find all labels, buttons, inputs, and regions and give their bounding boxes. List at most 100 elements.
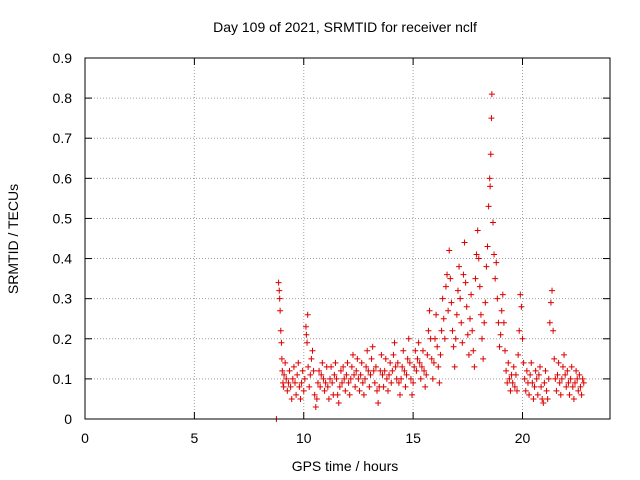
data-point [418, 363, 425, 370]
data-point [293, 391, 300, 398]
data-point [340, 363, 347, 370]
data-point [439, 295, 446, 302]
data-point [344, 359, 351, 366]
data-point [540, 399, 547, 406]
x-tick-label: 10 [296, 430, 312, 446]
data-point [410, 379, 417, 386]
data-point [423, 371, 430, 378]
data-point [308, 355, 315, 362]
data-point [336, 383, 343, 390]
data-point [500, 319, 507, 326]
data-point [381, 367, 388, 374]
data-point [409, 391, 416, 398]
data-point [382, 355, 389, 362]
data-point [329, 379, 336, 386]
data-point [347, 375, 354, 382]
data-point [532, 367, 539, 374]
data-point [320, 375, 327, 382]
data-point [392, 363, 399, 370]
data-point [458, 319, 465, 326]
data-point [283, 375, 290, 382]
data-point [386, 371, 393, 378]
data-point [288, 395, 295, 402]
data-point [475, 255, 482, 262]
data-point [324, 383, 331, 390]
data-point [462, 279, 469, 286]
data-point [335, 399, 342, 406]
data-point [485, 203, 492, 210]
data-point [331, 371, 338, 378]
data-point [277, 307, 284, 314]
data-point [375, 399, 382, 406]
data-point [459, 339, 466, 346]
data-point [562, 371, 569, 378]
data-point [300, 387, 307, 394]
data-point [515, 351, 522, 358]
data-point [559, 363, 566, 370]
data-point [302, 323, 309, 330]
data-point [407, 375, 414, 382]
data-point [518, 303, 525, 310]
data-point [348, 363, 355, 370]
data-point [440, 315, 447, 322]
data-point [504, 379, 511, 386]
data-point [516, 327, 523, 334]
data-point [502, 347, 508, 354]
data-point [415, 339, 422, 346]
y-tick-label: 0.8 [53, 90, 73, 106]
data-point [422, 383, 429, 390]
data-point [522, 387, 529, 394]
data-point [570, 395, 577, 402]
data-point [461, 239, 468, 246]
data-point [527, 371, 534, 378]
data-point [580, 379, 587, 386]
data-point [406, 359, 413, 366]
data-point [469, 327, 476, 334]
data-point [426, 307, 433, 314]
data-point [387, 359, 394, 366]
x-tick-label: 20 [515, 430, 531, 446]
data-point [577, 383, 584, 390]
data-point [394, 359, 401, 366]
data-point [543, 387, 550, 394]
data-point [464, 331, 471, 338]
chart-title: Day 109 of 2021, SRMTID for receiver ncl… [213, 19, 477, 35]
data-point [534, 391, 541, 398]
data-point [491, 251, 498, 258]
data-point [360, 391, 367, 398]
y-tick-label: 0.1 [53, 371, 73, 387]
data-point [365, 367, 372, 374]
data-point [511, 383, 518, 390]
data-point [545, 375, 552, 382]
data-point [332, 359, 339, 366]
data-point [544, 395, 551, 402]
data-point [334, 391, 341, 398]
data-point [477, 311, 484, 318]
plot-frame [84, 57, 611, 420]
data-point [389, 367, 396, 374]
data-point [488, 91, 495, 98]
y-axis-label: SRMTID / TECUs [5, 184, 21, 294]
data-point [351, 371, 358, 378]
data-point [411, 363, 418, 370]
data-point [468, 291, 475, 298]
data-point [514, 387, 521, 394]
data-point [380, 383, 387, 390]
data-point [285, 379, 292, 386]
data-point [493, 259, 500, 266]
data-point [280, 383, 287, 390]
data-point [531, 383, 538, 390]
data-point [467, 315, 473, 322]
data-point [328, 363, 335, 370]
data-point [433, 311, 440, 318]
data-point [368, 355, 375, 362]
data-point [278, 355, 285, 362]
data-point [424, 351, 431, 358]
data-point [345, 379, 352, 386]
data-point [517, 291, 524, 298]
data-point [495, 319, 502, 326]
data-point [303, 331, 310, 338]
data-point [471, 363, 478, 370]
x-axis-label: GPS time / hours [292, 458, 399, 474]
